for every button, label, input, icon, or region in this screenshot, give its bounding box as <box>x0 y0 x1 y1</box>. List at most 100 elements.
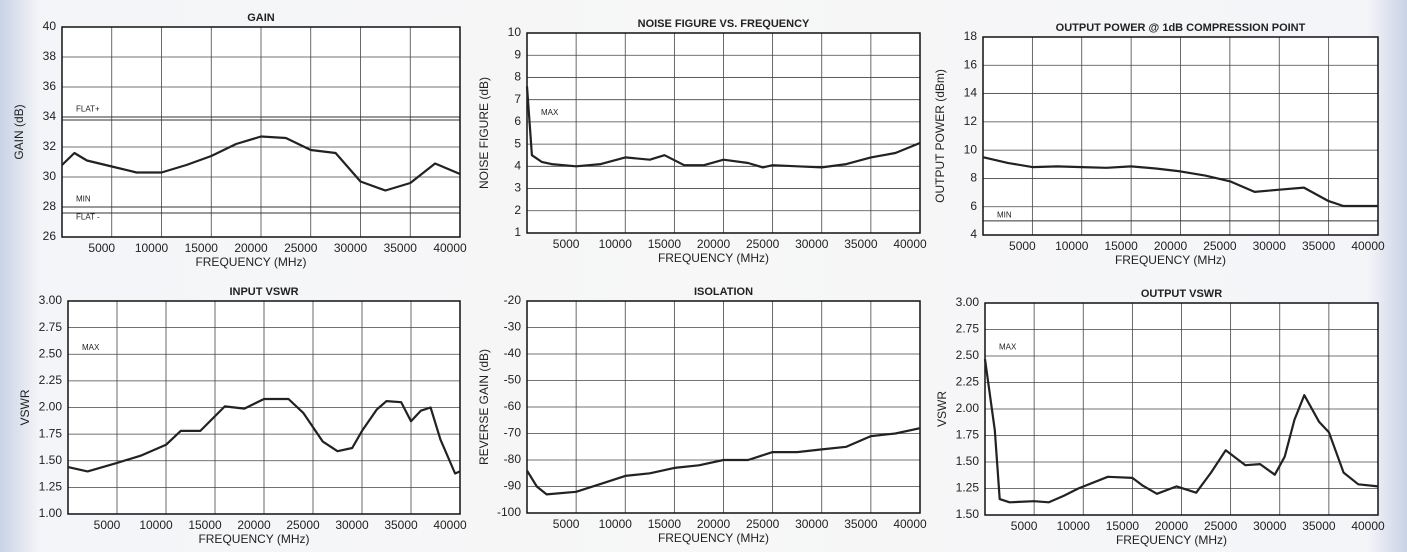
x-tick-label: 15000 <box>1104 239 1138 253</box>
y-tick-label: 5 <box>514 136 521 150</box>
x-tick-label: 40000 <box>893 237 927 251</box>
y-tick-label: 2.75 <box>39 320 63 334</box>
chart-title: GAIN <box>247 12 275 24</box>
x-tick-label: 10000 <box>135 241 169 255</box>
y-tick-label: 30 <box>43 169 57 183</box>
x-tick-label: 20000 <box>234 241 268 255</box>
y-tick-label: -90 <box>504 479 522 493</box>
y-tick-label: -60 <box>504 399 522 413</box>
x-tick-label: 5000 <box>1011 519 1038 533</box>
annotation: MIN <box>76 195 91 204</box>
x-axis-label: FREQUENCY (MHz) <box>1115 253 1226 267</box>
y-axis-label: VSWR <box>18 389 32 425</box>
y-tick-label: 6 <box>514 114 521 128</box>
x-tick-label: 40000 <box>1351 519 1385 533</box>
y-tick-label: 1.25 <box>39 480 63 494</box>
plot-border <box>526 32 921 234</box>
y-tick-label: 9 <box>514 47 521 61</box>
chart-panel: -100 -90 -80 -70 -60 -50 -40 -30 -20 5000 10000 150… <box>477 286 927 545</box>
x-tick-label: 30000 <box>795 237 829 251</box>
y-tick-label: 1.75 <box>39 426 63 440</box>
y-tick-label: 6 <box>970 199 977 213</box>
y-tick-label: 1.50 <box>956 507 980 521</box>
x-tick-label: 30000 <box>795 517 829 531</box>
x-tick-label: 15000 <box>648 517 682 531</box>
y-tick-label: 1.50 <box>39 453 63 467</box>
x-tick-label: 10000 <box>1057 519 1091 533</box>
y-tick-label: 4 <box>970 227 977 241</box>
plot-border <box>67 300 461 515</box>
chart-panel: 4 6 8 10 12 14 16 18 5000 10000 15000 20000 25000 300… <box>933 22 1385 267</box>
x-tick-label: 20000 <box>237 518 271 532</box>
x-tick-label: 5000 <box>88 241 115 255</box>
y-tick-label: 32 <box>43 139 57 153</box>
x-tick-label: 40000 <box>893 517 927 531</box>
data-line <box>982 156 1378 208</box>
x-tick-label: 25000 <box>1204 519 1238 533</box>
x-tick-label: 30000 <box>335 518 369 532</box>
x-tick-label: 35000 <box>1302 519 1336 533</box>
x-axis-label: FREQUENCY (MHz) <box>198 532 309 546</box>
annotation: MAX <box>999 343 1017 352</box>
y-tick-label: -100 <box>497 505 521 519</box>
chart-title: OUTPUT VSWR <box>1141 288 1222 300</box>
annotation: MIN <box>997 210 1012 219</box>
y-tick-label: 2.25 <box>956 375 980 389</box>
plot-border <box>526 300 921 514</box>
x-tick-label: 15000 <box>185 241 219 255</box>
chart-title: OUTPUT POWER @ 1dB COMPRESSION POINT <box>1056 22 1306 34</box>
x-axis-label: FREQUENCY (MHz) <box>1116 533 1227 547</box>
x-tick-label: 20000 <box>697 237 731 251</box>
y-tick-label: 40 <box>43 19 57 33</box>
x-tick-label: 10000 <box>599 237 633 251</box>
y-tick-label: 3.00 <box>956 295 980 309</box>
y-axis-label: GAIN (dB) <box>12 104 26 159</box>
chart-panel: 1.50 1.25 1.50 1.75 2.00 2.25 2.50 2.75 3.00 5000… <box>935 288 1385 547</box>
y-tick-label: 26 <box>43 229 57 243</box>
y-tick-label: 7 <box>514 92 521 106</box>
annotation: FLAT - <box>76 213 100 222</box>
x-tick-label: 15000 <box>1106 519 1140 533</box>
y-tick-label: 10 <box>964 142 978 156</box>
y-tick-label: 2.50 <box>956 348 980 362</box>
y-tick-label: 34 <box>43 109 57 123</box>
chart-title: NOISE FIGURE VS. FREQUENCY <box>638 18 810 30</box>
data-line <box>525 86 921 169</box>
y-tick-label: 4 <box>514 159 521 173</box>
y-tick-label: 1.25 <box>956 481 980 495</box>
y-tick-label: 3.00 <box>39 293 63 307</box>
y-tick-label: 1.00 <box>39 506 63 520</box>
chart-panel: 1 2 3 4 5 6 7 8 9 10 5000 10000 15000 20000 25000 30000… <box>477 18 927 265</box>
x-tick-label: 15000 <box>188 518 222 532</box>
y-tick-label: 2.00 <box>39 400 63 414</box>
y-tick-label: 38 <box>43 49 57 63</box>
x-tick-label: 20000 <box>1154 239 1188 253</box>
x-tick-label: 10000 <box>139 518 173 532</box>
y-axis-label: OUTPUT POWER (dBm) <box>933 69 947 203</box>
data-line <box>526 427 921 496</box>
y-tick-label: 16 <box>964 57 978 71</box>
x-tick-label: 5000 <box>553 237 580 251</box>
chart-panel: 1.00 1.25 1.50 1.75 2.00 2.25 2.50 2.75 3.00 5000… <box>18 286 467 546</box>
plot-border <box>61 26 461 238</box>
y-tick-label: 2.25 <box>39 373 63 387</box>
y-tick-label: 2.00 <box>956 401 980 415</box>
y-tick-label: 2.75 <box>956 322 980 336</box>
x-tick-label: 25000 <box>746 517 780 531</box>
x-tick-label: 15000 <box>648 237 682 251</box>
y-tick-label: 8 <box>514 70 521 84</box>
y-axis-label: NOISE FIGURE (dB) <box>477 77 491 189</box>
y-tick-label: 10 <box>508 25 522 39</box>
y-tick-label: 1 <box>514 225 521 239</box>
y-tick-label: 36 <box>43 79 57 93</box>
y-tick-label: 2 <box>514 203 521 217</box>
y-tick-label: -20 <box>504 293 522 307</box>
x-tick-label: 5000 <box>1009 239 1036 253</box>
x-axis-label: FREQUENCY (MHz) <box>195 255 306 269</box>
x-tick-label: 30000 <box>1253 239 1287 253</box>
y-tick-label: -70 <box>504 426 522 440</box>
chart-panel: 26 28 30 32 34 36 38 40 5000 10000 15000 20000 25000… <box>12 12 467 269</box>
x-tick-label: 25000 <box>746 237 780 251</box>
y-tick-label: 14 <box>964 86 978 100</box>
x-tick-label: 35000 <box>844 517 878 531</box>
